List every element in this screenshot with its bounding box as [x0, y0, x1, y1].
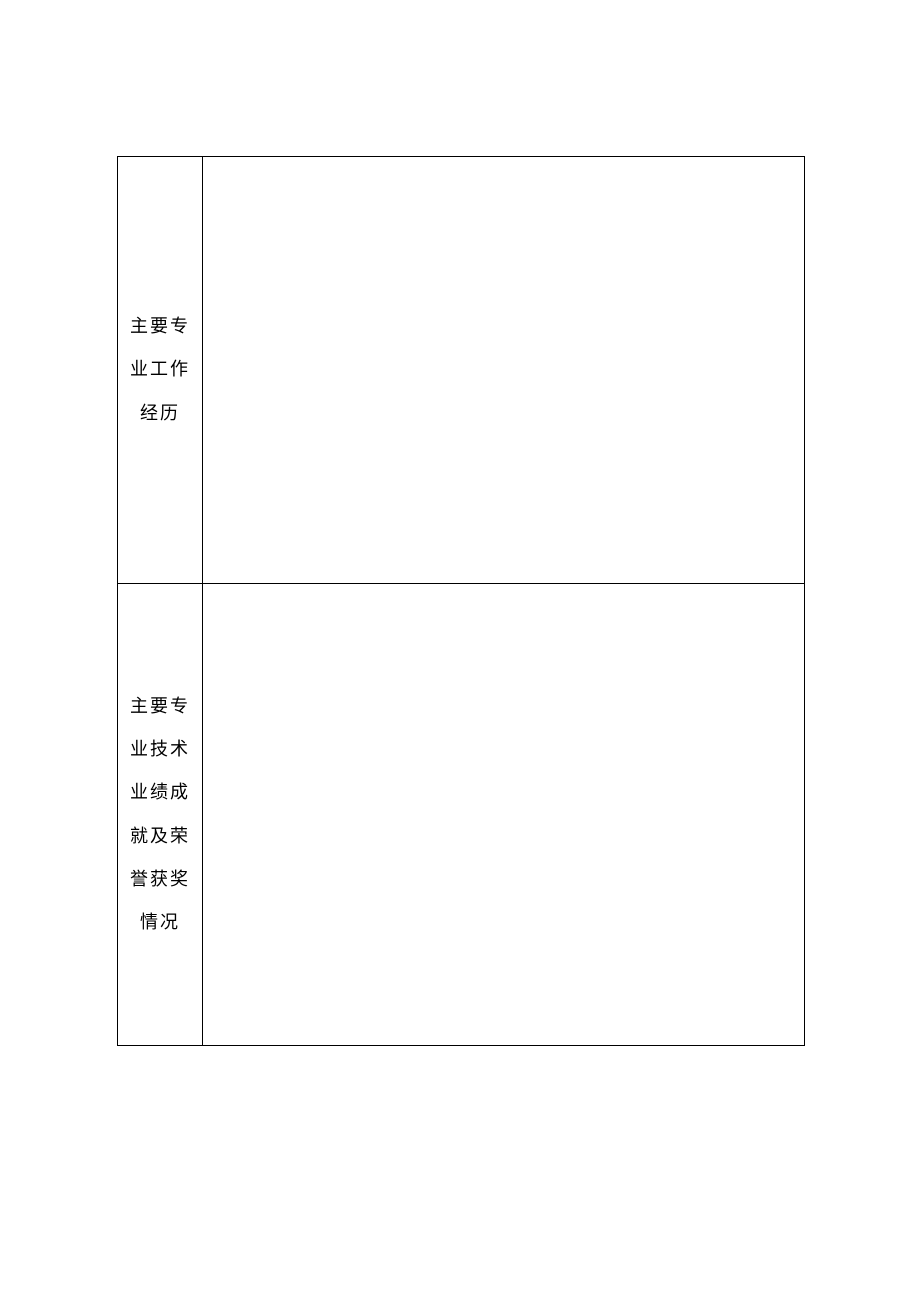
form-table: 主要专业工作经历 主要专业技术业绩成就及荣誉获奖情况	[117, 156, 805, 1046]
row-1-content-cell[interactable]	[202, 157, 804, 584]
form-table-container: 主要专业工作经历 主要专业技术业绩成就及荣誉获奖情况	[117, 156, 805, 1046]
row-1-label: 主要专业工作经历	[122, 305, 198, 435]
row-2-content-cell[interactable]	[202, 584, 804, 1046]
table-row: 主要专业工作经历	[118, 157, 805, 584]
table-row: 主要专业技术业绩成就及荣誉获奖情况	[118, 584, 805, 1046]
row-2-label-cell: 主要专业技术业绩成就及荣誉获奖情况	[118, 584, 203, 1046]
row-1-label-cell: 主要专业工作经历	[118, 157, 203, 584]
row-2-label: 主要专业技术业绩成就及荣誉获奖情况	[122, 685, 198, 944]
